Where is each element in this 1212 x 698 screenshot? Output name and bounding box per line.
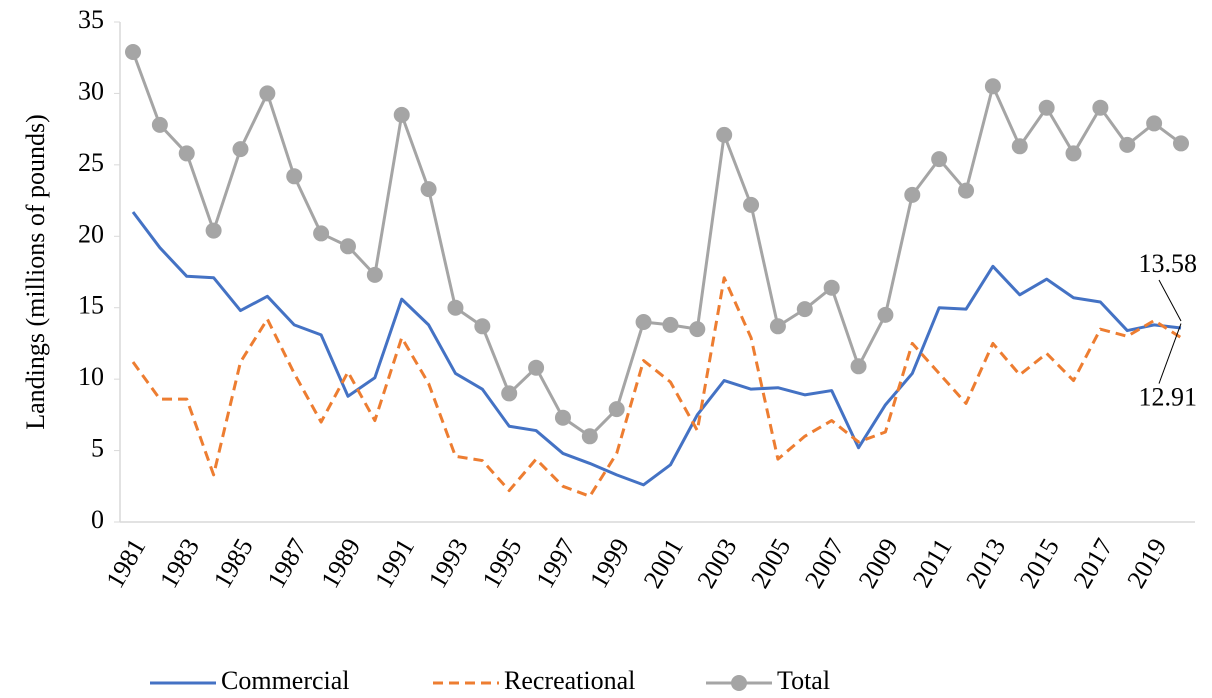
label-leader	[1158, 323, 1182, 384]
point-marker	[984, 78, 1001, 95]
point-marker	[635, 314, 652, 330]
point-marker	[958, 182, 975, 199]
x-tick-label: 1991	[369, 533, 420, 593]
x-tick-label: 2015	[1014, 533, 1065, 593]
point-marker	[528, 359, 545, 376]
x-tick-label: 1981	[100, 533, 151, 593]
y-tick-label: 10	[78, 362, 104, 391]
x-tick-label: 1999	[584, 533, 635, 593]
point-marker	[796, 301, 813, 318]
y-tick-label: 5	[91, 434, 104, 463]
point-marker	[608, 401, 625, 418]
point-marker	[904, 186, 921, 203]
point-marker	[877, 306, 894, 323]
point-marker	[554, 409, 571, 426]
x-tick-label: 1987	[261, 533, 312, 593]
y-tick-label: 30	[78, 76, 104, 105]
data-label: 13.58	[1139, 249, 1198, 278]
point-marker	[689, 321, 706, 338]
point-marker	[447, 299, 464, 316]
point-marker	[823, 279, 840, 296]
point-marker	[743, 196, 760, 213]
x-tick-label: 1983	[154, 533, 205, 593]
x-tick-label: 2019	[1121, 533, 1172, 593]
x-tick-label: 2009	[853, 533, 904, 593]
series-line	[131, 276, 1182, 498]
data-label: 12.91	[1139, 383, 1198, 412]
point-marker	[1146, 115, 1163, 132]
x-tick-label: 2013	[960, 533, 1011, 593]
point-marker	[1173, 135, 1189, 152]
point-marker	[1119, 136, 1136, 153]
point-marker	[393, 106, 410, 123]
point-marker	[1092, 99, 1109, 116]
point-marker	[581, 428, 598, 445]
series-line	[131, 51, 1182, 438]
y-tick-label: 25	[78, 148, 104, 177]
x-tick-label: 1997	[530, 533, 581, 593]
point-marker	[850, 358, 867, 375]
x-tick-label: 2001	[638, 533, 689, 593]
point-marker	[1011, 138, 1028, 155]
point-marker	[931, 151, 948, 168]
x-tick-label: 2011	[907, 533, 958, 592]
x-tick-label: 2007	[799, 533, 850, 593]
legend-label: Total	[777, 666, 830, 695]
x-tick-label: 1995	[476, 533, 527, 593]
point-marker	[1038, 99, 1055, 116]
series-line	[131, 211, 1182, 487]
x-tick-label: 2017	[1068, 533, 1119, 593]
y-tick-label: 15	[78, 291, 104, 320]
x-tick-label: 2005	[745, 533, 796, 593]
label-leader	[1158, 279, 1182, 322]
point-marker	[125, 44, 141, 60]
point-marker	[662, 316, 679, 333]
point-marker	[205, 222, 222, 239]
x-tick-label: 1993	[423, 533, 474, 593]
legend-marker	[731, 675, 747, 691]
y-tick-label: 0	[91, 505, 104, 534]
point-marker	[420, 181, 437, 198]
legend-label: Commercial	[221, 666, 350, 695]
point-marker	[474, 318, 491, 335]
y-tick-label: 20	[78, 219, 104, 248]
point-marker	[178, 145, 195, 162]
point-marker	[501, 385, 518, 402]
point-marker	[339, 238, 356, 255]
point-marker	[151, 116, 168, 133]
legend-label: Recreational	[504, 666, 635, 695]
point-marker	[366, 266, 383, 283]
y-tick-label: 35	[78, 5, 104, 34]
x-tick-label: 1985	[208, 533, 259, 593]
point-marker	[232, 141, 249, 158]
y-axis-label: Landings (millions of pounds)	[21, 114, 50, 430]
x-tick-label: 1989	[315, 533, 366, 593]
point-marker	[716, 126, 733, 143]
point-marker	[769, 318, 786, 335]
point-marker	[1065, 145, 1082, 162]
x-tick-label: 2003	[691, 533, 742, 593]
point-marker	[313, 225, 330, 242]
point-marker	[286, 168, 303, 185]
point-marker	[259, 85, 276, 102]
